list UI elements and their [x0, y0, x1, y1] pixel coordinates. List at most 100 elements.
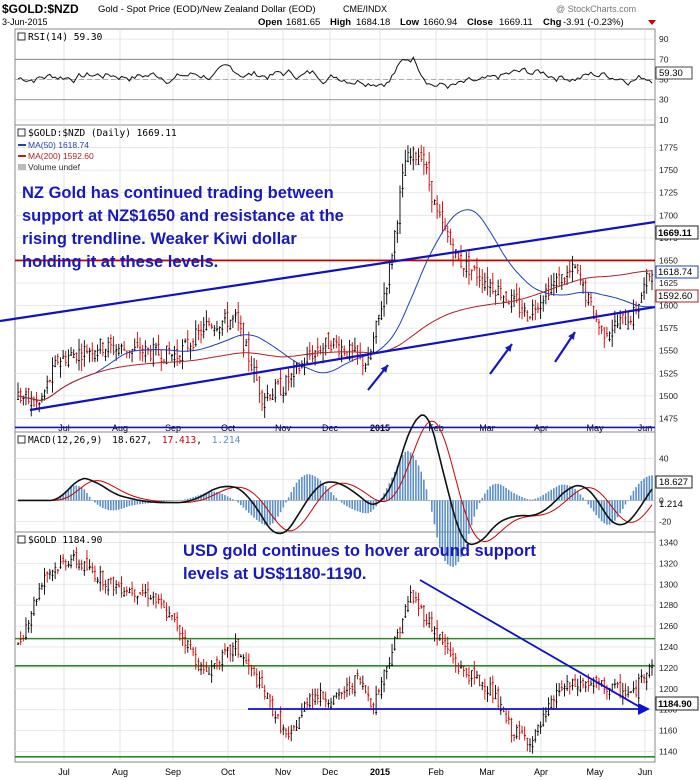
nzd-y-tick-label: 1775	[659, 143, 678, 153]
macd-separator: ,	[196, 435, 202, 446]
nzd-y-tick-label: 1625	[659, 278, 678, 288]
nzd-y-tick-label: 1600	[659, 301, 678, 311]
macd-y-tick-label: 40	[659, 453, 669, 463]
nzd-y-tick-label: 1650	[659, 255, 678, 265]
macd-line	[18, 414, 653, 546]
arrow-head-icon	[638, 703, 650, 715]
usd-y-tick-label: 1260	[659, 621, 678, 631]
usd-y-tick-label: 1280	[659, 600, 678, 610]
rsi-y-tick-label: 30	[659, 95, 669, 105]
nzd-y-tick-label: 1525	[659, 368, 678, 378]
x-tick-label: Jun	[638, 767, 653, 777]
down-arrow-icon	[648, 20, 656, 25]
nzd-y-tick-label: 1725	[659, 188, 678, 198]
nzd-y-tick-label: 1750	[659, 165, 678, 175]
macd-y-tick-label: 0	[659, 495, 664, 505]
ma50-line	[17, 209, 653, 401]
usd-y-tick-label: 1240	[659, 642, 678, 652]
open-value: 1681.65	[286, 17, 320, 28]
x-tick-label: Sep	[165, 767, 181, 777]
macd-value-tag	[655, 475, 693, 489]
lower-trendline	[29, 305, 656, 412]
chart-header: $GOLD:$NZD Gold - Spot Price (EOD)/New Z…	[2, 2, 656, 28]
ma200-value-tag-text: 1592.60	[658, 291, 692, 302]
open-label: Open	[258, 17, 282, 28]
close-value: 1669.11	[499, 17, 533, 28]
x-tick-label: Feb	[428, 767, 444, 777]
x-tick-label: Mar	[479, 767, 495, 777]
x-tick-label: Dec	[322, 767, 339, 777]
nzd-y-tick-label: 1575	[659, 323, 678, 333]
nzd-y-tick-label: 1500	[659, 391, 678, 401]
ma200-line	[17, 270, 653, 401]
macd-hist-value: 1.214	[212, 435, 241, 446]
nzd-y-tick-label: 1700	[659, 210, 678, 220]
grid-lines	[15, 29, 655, 762]
volume-swatch	[18, 164, 26, 170]
price-legend: $GOLD:$NZD (Daily) 1669.11 MA(50) 1618.7…	[17, 128, 177, 172]
checkbox-icon	[17, 32, 26, 41]
rsi-legend: RSI(14) 59.30	[17, 32, 103, 43]
checkbox-icon	[17, 535, 26, 544]
usd-close-value-tag	[655, 696, 699, 711]
usd-y-tick-label: 1140	[659, 747, 678, 757]
high-label: High	[330, 17, 351, 28]
macd-y-tick-label: -20	[659, 516, 672, 526]
arrow-head-icon	[568, 332, 575, 340]
x-tick-label: Nov	[275, 767, 292, 777]
checkbox-icon	[17, 128, 26, 137]
x-tick-label: Aug	[112, 767, 128, 777]
ma200-legend: MA(200) 1592.60	[28, 151, 94, 161]
annotation-line: rising trendline. Weaker Kiwi dollar	[22, 230, 297, 248]
low-label: Low	[400, 17, 420, 28]
usd-y-tick-label: 1220	[659, 663, 678, 673]
low-value: 1660.94	[423, 17, 457, 28]
high-value: 1684.18	[356, 17, 390, 28]
x-tick-label: Oct	[221, 767, 236, 777]
price-series	[0, 56, 656, 758]
checkbox-icon	[17, 435, 26, 444]
rsi-value-tag-text: 59.30	[659, 68, 683, 79]
macd-line-value: 18.627	[112, 435, 146, 446]
usd-y-tick-label: 1340	[659, 537, 678, 547]
ma50-value-tag-text: 1618.74	[658, 267, 692, 278]
macd-legend-text: MACD(12,26,9) 18.627, 17.413, 1.214	[28, 435, 241, 446]
annotation-line: levels at US$1180-1190.	[183, 565, 366, 583]
close-value-tag	[655, 225, 699, 240]
gold-usd-legend: $GOLD 1184.90	[17, 535, 103, 546]
volume-legend: Volume undef	[28, 162, 81, 172]
value-tags: 59.30 1669.11 1618.74 1592.60 18.627 1.2…	[655, 66, 699, 711]
rsi-value-tag	[655, 66, 693, 80]
close-label: Close	[467, 17, 493, 28]
macd-params: MACD(12,26,9)	[28, 435, 102, 446]
rsi-line	[17, 56, 653, 90]
arrow-head-icon	[504, 344, 512, 352]
x-tick-label: Jul	[58, 767, 70, 777]
exchange: CME/INDX	[343, 4, 387, 14]
rsi-y-tick-label: 70	[659, 54, 669, 64]
nzd-y-tick-label: 1475	[659, 413, 678, 423]
nzd-y-tick-label: 1550	[659, 346, 678, 356]
ma50-value-tag	[655, 265, 699, 279]
gold-usd-legend-title: $GOLD 1184.90	[28, 535, 103, 546]
x-tick-label: 2015	[370, 767, 390, 777]
rsi-y-tick-label: 90	[659, 34, 669, 44]
macd-signal-value: 17.413	[162, 435, 196, 446]
hist-value-tag-text: 1.214	[659, 499, 683, 510]
ma200-value-tag	[655, 289, 699, 303]
x-tick-label: May	[586, 767, 604, 777]
macd-separator: ,	[146, 435, 152, 446]
macd-legend: MACD(12,26,9) 18.627, 17.413, 1.214	[17, 435, 241, 446]
rsi-y-tick-label: 10	[659, 115, 669, 125]
usd-y-tick-label: 1300	[659, 579, 678, 589]
usd-y-tick-label: 1160	[659, 726, 678, 736]
usd-close-value-tag-text: 1184.90	[658, 699, 692, 710]
usd-y-tick-label: 1320	[659, 558, 678, 568]
x-tick-label: Apr	[534, 767, 548, 777]
annotation-line: USD gold continues to hover around suppo…	[183, 542, 536, 560]
rsi-label: RSI(14) 59.30	[28, 32, 103, 43]
chg-value: -3.91 (-0.23%)	[563, 17, 624, 28]
macd-value-tag-text: 18.627	[659, 477, 688, 488]
usd-resistance-trendline	[419, 579, 646, 711]
